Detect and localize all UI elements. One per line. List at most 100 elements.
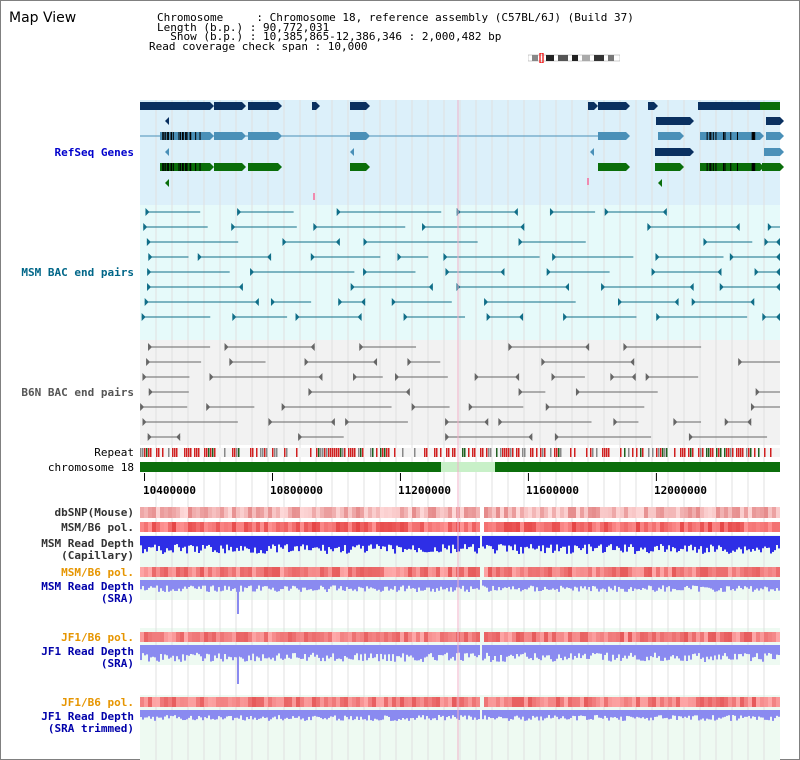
pol-cell bbox=[412, 632, 416, 642]
gene-feature bbox=[700, 132, 760, 140]
depth-bar bbox=[606, 580, 608, 592]
depth-bar bbox=[264, 536, 266, 554]
pol-cell bbox=[408, 697, 412, 707]
depth-bar bbox=[164, 645, 166, 655]
track-label-msm-b6-pol-sra[interactable]: MSM/B6 pol. bbox=[61, 566, 134, 579]
depth-bar bbox=[642, 580, 644, 588]
b6n-bac-end-pairs[interactable] bbox=[140, 343, 780, 441]
repeat-element bbox=[238, 448, 240, 457]
track-label-msm-bac[interactable]: MSM BAC end pairs bbox=[21, 266, 134, 279]
pol-cell bbox=[152, 522, 156, 532]
pol-cell bbox=[180, 632, 184, 642]
pol-cell bbox=[772, 522, 776, 532]
pol-cell bbox=[256, 697, 260, 707]
pol-cell bbox=[536, 697, 540, 707]
track-label-refseq[interactable]: RefSeq Genes bbox=[54, 146, 134, 159]
track-label-jf1-b6-pol[interactable]: JF1/B6 pol. bbox=[61, 631, 134, 644]
track-label-jf1-depth-trimmed[interactable]: JF1 Read Depth (SRA trimmed) bbox=[41, 710, 134, 735]
depth-bar bbox=[412, 645, 414, 658]
exon-mark bbox=[730, 132, 732, 140]
depth-bar bbox=[456, 580, 458, 588]
pol-cell bbox=[420, 507, 424, 518]
bac-end bbox=[209, 373, 214, 381]
pol-cell bbox=[404, 522, 408, 532]
pol-cell bbox=[444, 507, 448, 518]
pol-cell bbox=[264, 632, 268, 642]
pol-cell bbox=[744, 567, 748, 577]
refseq-genes[interactable] bbox=[140, 102, 784, 200]
chromosome-bar[interactable] bbox=[140, 462, 780, 472]
read-depth-tracks[interactable] bbox=[140, 536, 780, 721]
track-label-b6n-bac[interactable]: B6N BAC end pairs bbox=[21, 386, 134, 399]
track-label-msm-depth-sra[interactable]: MSM Read Depth (SRA) bbox=[41, 580, 134, 605]
pol-cell bbox=[680, 632, 684, 642]
track-label-msm-b6-pol[interactable]: MSM/B6 pol. bbox=[61, 521, 134, 534]
depth-bar bbox=[288, 710, 290, 720]
depth-bar bbox=[384, 536, 386, 547]
depth-bar bbox=[512, 645, 514, 656]
pol-cell bbox=[248, 632, 252, 642]
pol-cell bbox=[468, 567, 472, 577]
track-label-jf1-depth-sra[interactable]: JF1 Read Depth (SRA) bbox=[41, 645, 134, 670]
pol-cell bbox=[304, 507, 308, 518]
repeat-track[interactable] bbox=[140, 448, 780, 457]
chromosome-ideogram[interactable] bbox=[528, 53, 620, 63]
polymorphism-tracks[interactable] bbox=[140, 507, 780, 707]
track-label-dbsnp[interactable]: dbSNP(Mouse) bbox=[54, 506, 134, 519]
repeat-element bbox=[370, 448, 372, 457]
pol-cell bbox=[724, 522, 728, 532]
pol-cell bbox=[576, 697, 580, 707]
bac-end bbox=[330, 418, 335, 426]
pol-cell bbox=[360, 632, 364, 642]
pol-cell bbox=[504, 632, 508, 642]
track-label-jf1-b6-pol-trimmed[interactable]: JF1/B6 pol. bbox=[61, 696, 134, 709]
pol-cell bbox=[228, 697, 232, 707]
depth-bar bbox=[350, 645, 352, 660]
pol-cell bbox=[248, 522, 252, 532]
depth-bar bbox=[602, 536, 604, 553]
depth-bar bbox=[184, 580, 186, 587]
depth-bar bbox=[640, 536, 642, 548]
repeat-element bbox=[698, 448, 700, 457]
depth-bar bbox=[592, 536, 594, 552]
repeat-element bbox=[252, 448, 254, 457]
depth-bar bbox=[674, 580, 676, 590]
repeat-element bbox=[188, 448, 190, 457]
repeat-element bbox=[324, 448, 326, 457]
depth-bar bbox=[678, 645, 680, 659]
pol-cell bbox=[352, 507, 356, 518]
depth-bar bbox=[460, 580, 462, 589]
msm-bac-end-pairs[interactable] bbox=[141, 208, 780, 321]
pol-cell bbox=[336, 697, 340, 707]
bac-end bbox=[508, 343, 513, 351]
pol-cell bbox=[672, 632, 676, 642]
depth-bar bbox=[170, 710, 172, 716]
pol-cell bbox=[716, 567, 720, 577]
pol-cell bbox=[408, 507, 412, 518]
gene-feature bbox=[350, 163, 366, 171]
chromosome-info: Chromosome : Chromosome 18, reference as… bbox=[157, 11, 634, 24]
bac-end bbox=[237, 208, 242, 216]
depth-bar bbox=[672, 645, 674, 656]
depth-bar bbox=[566, 710, 568, 720]
depth-bar bbox=[222, 580, 224, 591]
pol-cell bbox=[624, 522, 628, 532]
track-label-chromosome[interactable]: chromosome 18 bbox=[47, 461, 134, 474]
pol-cell bbox=[388, 632, 392, 642]
pol-cell bbox=[444, 697, 448, 707]
track-label-msm-depth-capillary[interactable]: MSM Read Depth (Capillary) bbox=[41, 537, 134, 562]
depth-bar bbox=[432, 580, 434, 589]
depth-bar bbox=[164, 536, 166, 553]
depth-bar bbox=[700, 536, 702, 547]
page-title: Map View bbox=[9, 10, 77, 26]
pol-cell bbox=[696, 522, 700, 532]
depth-bar bbox=[694, 536, 696, 547]
track-label-repeat[interactable]: Repeat bbox=[94, 446, 134, 459]
depth-bar bbox=[630, 645, 632, 653]
pol-cell bbox=[308, 507, 312, 518]
pol-cell bbox=[536, 567, 540, 577]
pol-cell bbox=[412, 522, 416, 532]
depth-bar bbox=[456, 536, 458, 553]
depth-bar bbox=[394, 710, 396, 721]
